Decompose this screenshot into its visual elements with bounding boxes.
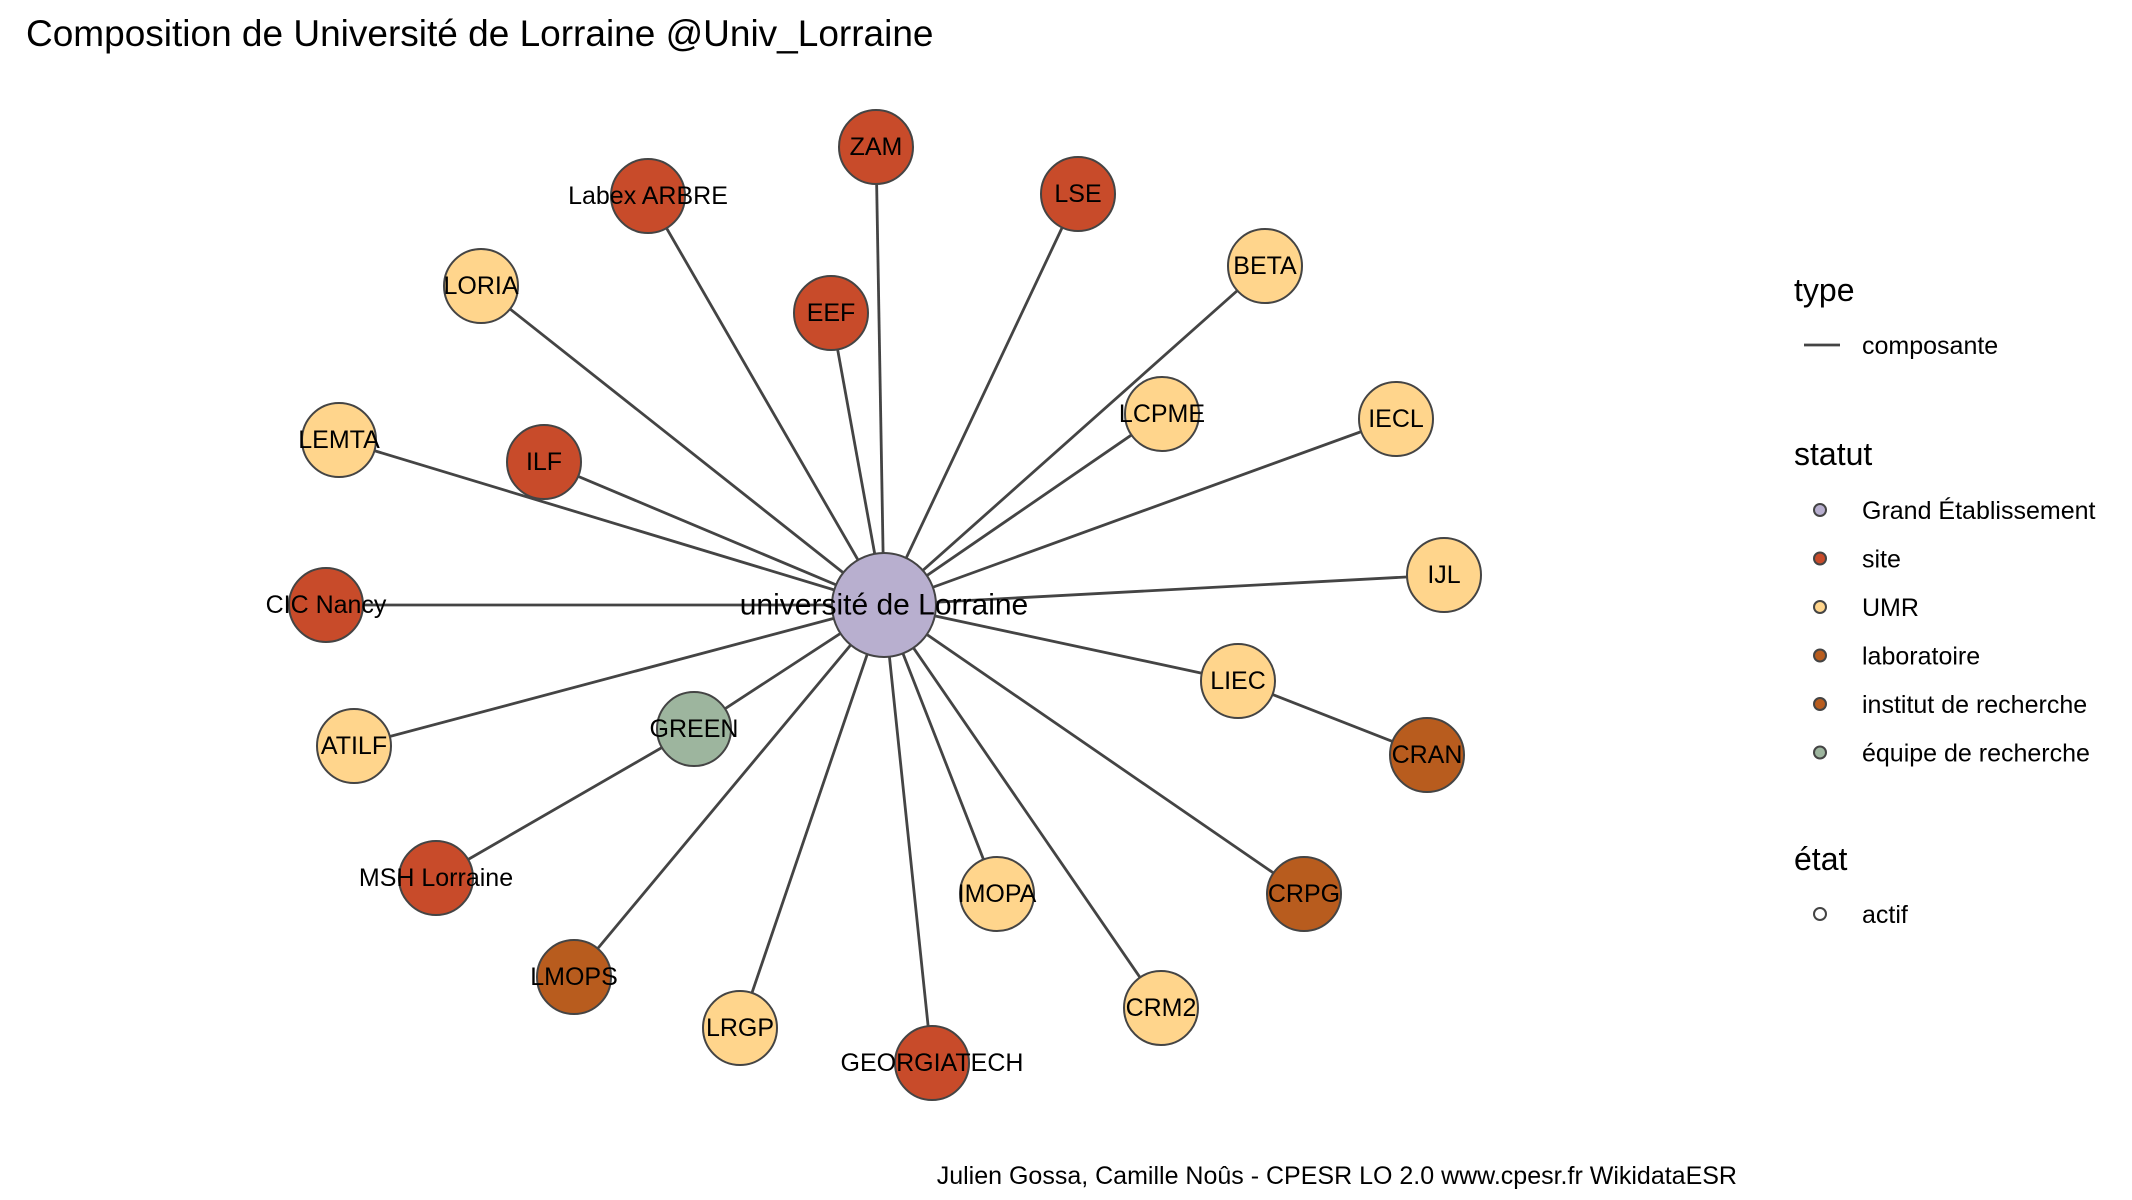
legend-statut-item: UMR: [1862, 594, 1919, 622]
node-label-liec: LIEC: [1210, 667, 1266, 695]
node-label-lrgp: LRGP: [706, 1014, 774, 1042]
edge-ul-lse: [882, 193, 1080, 606]
legend-statut-swatch: [1813, 745, 1827, 760]
edge-ul-loria: [480, 284, 885, 607]
edge-ul-lcpme: [883, 412, 1163, 607]
node-label-ul: université de Lorraine: [740, 589, 1029, 622]
legend-statut-item: institut de recherche: [1862, 691, 2087, 719]
caption: Julien Gossa, Camille Noûs - CPESR LO 2.…: [937, 1162, 1737, 1190]
legend-etat-item: actif: [1862, 901, 1908, 929]
edge-ul-atilf: [353, 603, 885, 748]
legend-type: type composante: [1794, 272, 1998, 360]
legend-statut-title: statut: [1794, 436, 1872, 472]
node-crpg: [1266, 856, 1342, 932]
node-label-iecl: IECL: [1368, 405, 1424, 433]
edge-ul-lemta: [338, 438, 885, 607]
node-lse: [1040, 156, 1116, 232]
legend-etat: état actif: [1794, 841, 1908, 929]
edge-ul-zam: [874, 146, 886, 606]
node-label-loria: LORIA: [443, 272, 518, 300]
node-label-msh: MSH Lorraine: [359, 864, 513, 892]
legend-statut-swatch: [1813, 551, 1827, 566]
node-label-ijl: IJL: [1427, 561, 1460, 589]
node-label-cic: CIC Nancy: [266, 591, 387, 619]
edge-ul-lrgp: [738, 604, 886, 1029]
node-beta: [1227, 228, 1303, 304]
node-label-lcpme: LCPME: [1119, 400, 1205, 428]
legend-etat-swatch: [1813, 907, 1827, 921]
legend-statut-swatch: [1813, 648, 1827, 663]
node-green: [656, 691, 732, 767]
edge-ul-iecl: [883, 417, 1397, 607]
legend-etat-title: état: [1794, 841, 1847, 877]
node-label-eef: EEF: [807, 299, 856, 327]
node-crm2: [1123, 970, 1199, 1046]
node-lcpme: [1124, 376, 1200, 452]
legend-statut-swatch: [1813, 600, 1827, 614]
legend-statut-item: équipe de recherche: [1862, 740, 2090, 768]
node-label-crpg: CRPG: [1268, 880, 1340, 908]
node-label-atilf: ATILF: [321, 732, 387, 760]
node-arbre: [610, 158, 686, 234]
node-label-imopa: IMOPA: [958, 880, 1037, 908]
node-label-beta: BETA: [1233, 252, 1297, 280]
edge-green-msh: [435, 727, 695, 880]
node-ul: [831, 552, 937, 658]
edge-ul-georgiatech: [882, 604, 934, 1064]
node-label-lmops: LMOPS: [530, 963, 618, 991]
page-title: Composition de Université de Lorraine @U…: [26, 13, 934, 54]
node-lrgp: [702, 990, 778, 1066]
edge-ul-liec: [883, 603, 1239, 683]
legend-statut-item: laboratoire: [1862, 643, 1980, 671]
node-label-crm2: CRM2: [1126, 994, 1197, 1022]
node-imopa: [959, 856, 1035, 932]
node-label-zam: ZAM: [850, 133, 903, 161]
node-label-arbre: Labex ARBRE: [568, 182, 728, 210]
edge-ul-lmops: [572, 604, 886, 978]
node-label-cran: CRAN: [1392, 741, 1463, 769]
edge-ul-ijl: [883, 573, 1445, 607]
node-label-green: GREEN: [650, 715, 739, 743]
node-label-ilf: ILF: [526, 448, 562, 476]
node-label-lse: LSE: [1054, 180, 1101, 208]
legend-statut-item: Grand Établissement: [1862, 496, 2096, 525]
edge-ul-arbre: [646, 195, 886, 606]
node-label-georgiatech: GEORGIATECH: [841, 1049, 1024, 1077]
node-loria: [443, 248, 519, 324]
node-ijl: [1406, 537, 1482, 613]
legend-statut-item: site: [1862, 546, 1901, 574]
legend-statut-swatch: [1813, 503, 1827, 517]
node-iecl: [1358, 381, 1434, 457]
edge-ul-beta: [883, 264, 1266, 607]
node-cic: [288, 567, 364, 643]
node-lmops: [536, 939, 612, 1015]
legend-statut: statut Grand Établissement site UMR laborat…: [1794, 436, 2096, 768]
legend-statut-swatch: [1813, 697, 1827, 711]
node-eef: [793, 275, 869, 351]
edge-ul-ilf: [543, 460, 885, 607]
node-zam: [838, 109, 914, 185]
node-label-lemta: LEMTA: [298, 426, 380, 454]
node-ilf: [506, 424, 582, 500]
node-msh: [398, 840, 474, 916]
node-cran: [1389, 717, 1465, 793]
edge-ul-crpg: [883, 603, 1305, 896]
edge-ul-crm2: [882, 604, 1163, 1009]
node-georgiatech: [894, 1025, 970, 1101]
node-atilf: [316, 708, 392, 784]
nodes-layer: ZAM LSE Labex ARBRE BETA LORIA EEF LCPME IECL LE…: [266, 109, 1482, 1101]
legend-type-item: composante: [1862, 332, 1998, 360]
legend-type-title: type: [1794, 272, 1854, 308]
node-liec: [1200, 643, 1276, 719]
node-lemta: [301, 402, 377, 478]
